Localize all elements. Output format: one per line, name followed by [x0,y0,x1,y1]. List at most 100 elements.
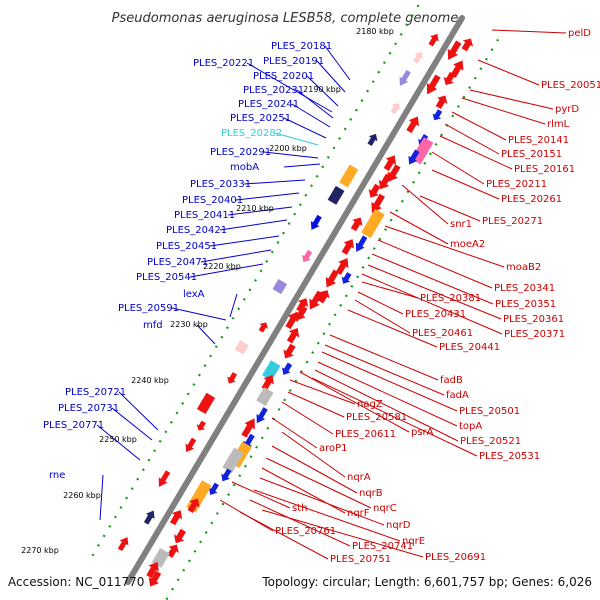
left-label-connector [283,163,321,168]
gene-block [256,387,274,406]
left-label-connector [99,474,104,521]
right-label-connector [314,369,459,442]
right-gene-label: PLES_20371 [504,329,565,340]
right-label-connector [439,135,513,170]
gene-arrow [148,570,162,587]
left-gene-label: PLES_20471 [147,257,208,268]
right-gene-label: PLES_20581 [346,412,407,423]
gene-arrow [325,269,339,288]
kbp-tick-label: 2270 kbp [21,546,59,555]
left-gene-label: PLES_20331 [190,179,251,190]
left-gene-label: PLES_20251 [230,113,291,124]
gene-arrow [167,544,179,558]
left-gene-label: PLES_20181 [271,41,332,52]
kbp-tick-label: 2250 kbp [99,435,137,444]
left-gene-label: PLES_20421 [166,225,227,236]
gene-arrow [227,372,238,384]
left-gene-label: PLES_20241 [238,99,299,110]
right-gene-label: nqrD [386,520,411,531]
gene-arrow [371,193,385,213]
left-gene-label: PLES_20771 [43,420,104,431]
gene-arrow [378,173,392,190]
right-label-connector [377,239,493,289]
left-gene-label: PLES_20541 [136,272,197,283]
left-label-connector [243,179,306,185]
right-gene-label: PLES_20761 [275,526,336,537]
left-label-connector [274,132,319,146]
right-label-connector [354,299,411,334]
right-gene-label: PLES_20161 [514,164,575,175]
right-label-connector [477,59,540,86]
gene-block [262,360,281,381]
right-gene-label: PLES_20441 [439,342,500,353]
right-gene-label: psrA [411,427,434,438]
gene-block [339,164,359,188]
right-gene-label: nqrB [359,488,383,499]
gene-arrow [285,311,299,330]
right-label-connector [231,481,291,509]
right-label-connector [321,351,458,412]
gene-arrow [117,537,129,552]
right-label-connector [287,391,345,418]
right-label-connector [265,457,372,509]
right-label-connector [324,344,445,396]
right-label-connector [431,169,500,200]
gene-arrow [173,528,186,544]
left-label-connector [246,62,333,113]
gene-arrow [241,418,255,438]
right-gene-label: moeA2 [450,239,485,250]
left-label-connector [291,103,331,128]
right-gene-label: snr1 [450,219,472,230]
right-gene-label: PLES_20271 [482,216,543,227]
left-label-connector [96,424,141,461]
left-gene-label: rne [49,470,65,481]
right-label-connector [451,111,507,141]
gene-arrow [443,71,456,86]
right-label-connector [253,489,401,542]
right-gene-label: nqrC [373,503,397,514]
gene-arrow [435,95,448,110]
left-gene-label: PLES_20291 [210,147,271,158]
right-gene-label: nqrA [347,472,371,483]
right-label-connector [239,511,329,560]
left-label-connector [306,75,339,107]
gene-arrow [302,249,313,263]
gene-arrow [169,510,183,526]
left-label-connector [111,407,153,441]
right-label-connector [249,499,351,547]
right-gene-label: PLES_20351 [495,299,556,310]
left-label-connector [324,45,351,81]
right-gene-label: rlmL [547,119,570,130]
right-gene-label: PLES_20501 [459,406,520,417]
map-title: Pseudomonas aeruginosa LESB58, complete … [112,11,459,26]
left-label-connector [283,117,327,139]
gene-block [411,137,434,165]
left-label-connector [296,89,334,119]
gene-arrow [281,362,293,375]
gene-arrow [310,214,322,230]
right-label-connector [469,89,554,110]
right-label-connector [271,445,358,494]
gene-arrow [196,420,206,431]
right-label-connector [259,477,385,526]
right-gene-label: PLES_20691 [425,552,486,563]
right-label-connector [361,281,419,299]
left-label-connector [227,206,293,216]
right-gene-label: PLES_20381 [420,293,481,304]
gene-arrow [309,290,323,310]
left-gene-label: PLES_20221 [193,58,254,69]
label-connectors [96,29,567,560]
gene-arrow [461,38,474,52]
left-gene-label: PLES_20591 [118,303,179,314]
gene-arrow [146,561,159,579]
gene-arrow [208,482,219,496]
left-gene-label: PLES_20231 [243,85,304,96]
gene-arrow [258,322,269,333]
topology-text: Topology: circular; Length: 6,601,757 bp… [261,575,592,589]
left-label-connector [200,249,272,263]
right-gene-label: fadA [446,390,469,401]
gene-arrow [295,305,308,321]
gene-arrow [426,74,441,95]
accession-text: Accession: NC_011770 [8,575,144,589]
